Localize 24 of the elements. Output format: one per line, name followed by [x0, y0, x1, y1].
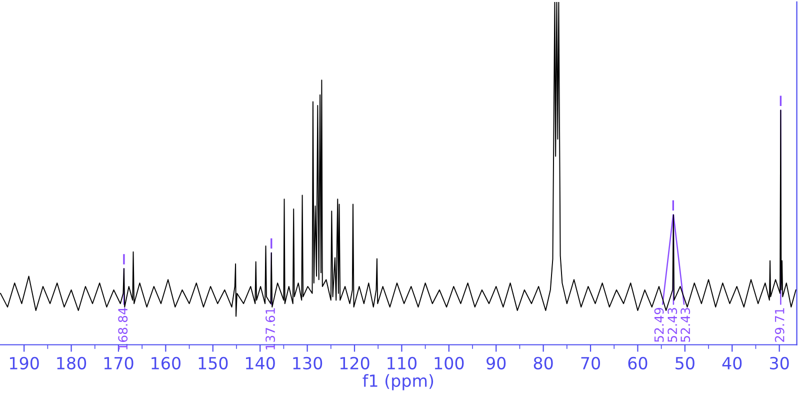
x-axis-title: f1 (ppm)	[362, 374, 434, 390]
x-tick-label: 30	[770, 356, 789, 370]
x-tick-label: 170	[104, 356, 134, 370]
annotation: 137.61	[266, 308, 275, 350]
x-tick-label: 160	[152, 356, 180, 370]
annotation: 168.84	[118, 308, 128, 350]
x-tick-label: 180	[57, 356, 86, 370]
x-tick-label: 140	[246, 356, 275, 370]
annotation: 29.71	[774, 308, 784, 342]
x-tick-label: 150	[198, 356, 228, 370]
x-tick-label: 40	[722, 356, 742, 370]
x-tick-label: 100	[434, 356, 464, 370]
annotation: 52.43	[680, 308, 690, 342]
x-tick-label: 90	[486, 356, 506, 370]
x-tick-label: 110	[388, 356, 417, 370]
annotation: 52.43	[668, 308, 678, 342]
x-tick-label: 60	[628, 356, 648, 370]
x-tick-label: 130	[293, 356, 322, 370]
x-tick-label: 120	[340, 356, 370, 370]
x-tick-label: 190	[10, 356, 39, 370]
annotation: 52.49	[654, 308, 664, 342]
x-tick-label: 80	[534, 356, 553, 370]
x-tick-label: 70	[581, 356, 600, 370]
x-tick-label: 50	[676, 356, 694, 370]
